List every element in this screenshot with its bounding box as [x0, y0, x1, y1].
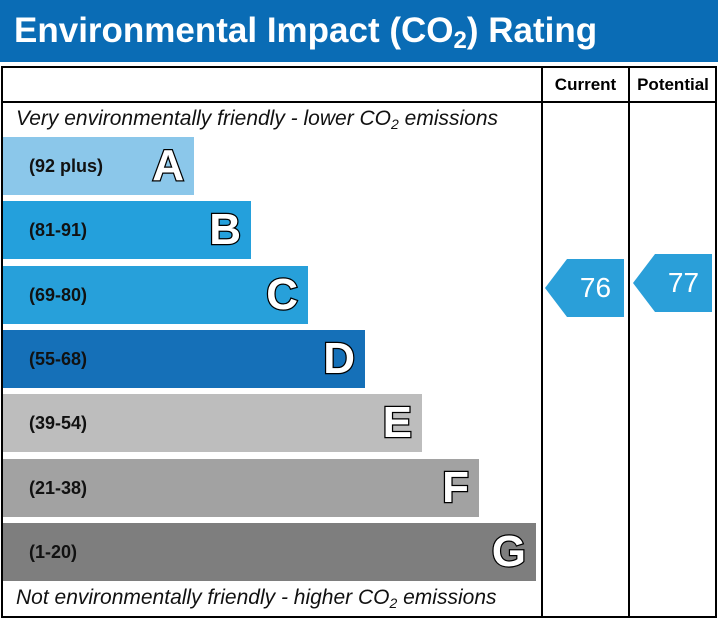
- band-b-letter: B: [208, 204, 242, 256]
- band-c: (69-80) C: [3, 266, 308, 324]
- divider-current: [541, 66, 543, 618]
- band-a-range: (92 plus): [29, 156, 104, 176]
- band-b: (81-91) B: [3, 201, 251, 259]
- current-rating-value: 76: [579, 272, 612, 303]
- caption-bottom: Not environmentally friendly - higher CO…: [16, 586, 497, 611]
- divider-potential: [628, 66, 630, 618]
- band-b-range: (81-91): [29, 220, 88, 240]
- potential-marker-arrow: [633, 254, 712, 312]
- band-e-range: (39-54): [29, 413, 88, 433]
- band-a-letter: A: [151, 140, 185, 192]
- band-d-letter: D: [322, 333, 356, 385]
- potential-rating-value: 77: [667, 267, 700, 298]
- current-rating-marker: 76: [545, 259, 624, 317]
- band-e: (39-54) E: [3, 394, 422, 452]
- band-a: (92 plus) A: [3, 137, 194, 195]
- band-g: (1-20) G: [3, 523, 536, 581]
- current-marker-arrow: [545, 259, 624, 317]
- column-header-potential: Potential: [637, 75, 709, 94]
- rating-table-frame: [1, 66, 717, 618]
- column-header-current: Current: [554, 75, 617, 94]
- band-g-letter: G: [491, 526, 528, 578]
- band-f-range: (21-38): [29, 478, 88, 498]
- band-d: (55-68) D: [3, 330, 365, 388]
- caption-top: Very environmentally friendly - lower CO…: [16, 107, 499, 132]
- potential-rating-marker: 77: [633, 254, 712, 312]
- band-f: (21-38) F: [3, 459, 479, 517]
- chart-title: Environmental Impact (CO2) Rating: [0, 0, 718, 62]
- band-f-letter: F: [441, 462, 470, 514]
- band-d-range: (55-68): [29, 349, 88, 369]
- band-c-letter: C: [265, 269, 299, 321]
- band-g-range: (1-20): [29, 542, 78, 562]
- header-divider: [1, 101, 717, 103]
- band-c-range: (69-80): [29, 285, 88, 305]
- band-e-letter: E: [381, 397, 413, 449]
